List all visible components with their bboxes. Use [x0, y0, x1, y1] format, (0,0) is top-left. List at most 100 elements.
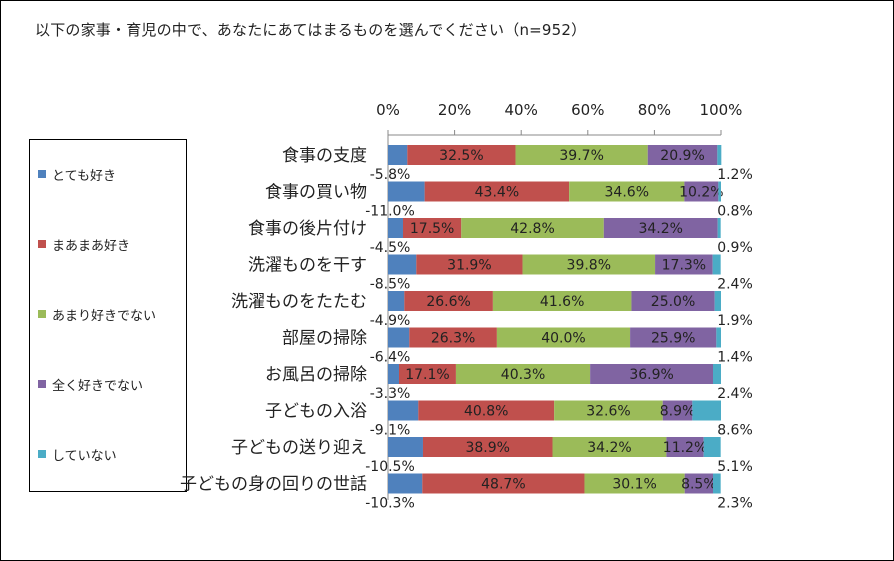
bar-segment [455, 364, 591, 384]
bar-segment [388, 181, 425, 202]
legend-item: まあまあ好き [38, 236, 130, 254]
bar-segment [422, 437, 553, 457]
data-label: 32.5% [439, 148, 483, 164]
data-label: 17.1% [405, 367, 449, 383]
data-label: -6.4% [370, 350, 411, 366]
category-label: 食事の後片付け [248, 219, 367, 239]
bar-segment [554, 400, 663, 421]
category-label: 子どもの入浴 [265, 402, 367, 422]
data-label: 1.2% [717, 167, 753, 183]
data-label: 42.8% [510, 221, 554, 237]
data-label: 43.4% [475, 185, 519, 201]
bar-segment [388, 291, 405, 311]
data-label: -8.5% [370, 277, 411, 293]
bar-segment [409, 327, 497, 348]
bar-segment [388, 218, 403, 238]
data-label: 40.3% [501, 367, 545, 383]
bar-segment [492, 291, 632, 311]
data-label: 32.6% [586, 404, 630, 420]
bar-segment [388, 437, 423, 457]
category-label: 洗濯ものをたたむ [231, 292, 367, 312]
data-label: 17.3% [662, 258, 706, 274]
bar-segment [402, 218, 462, 238]
chart-title: 以下の家事・育児の中で、あなたにあてはまるものを選んでください（n=952） [35, 21, 587, 39]
bar-segment [692, 400, 721, 421]
data-label: 8.6% [717, 423, 753, 439]
legend-item: していない [38, 446, 117, 464]
bar-segment [418, 400, 555, 421]
bar-segment [662, 400, 693, 421]
category-label: お風呂の掃除 [265, 365, 367, 385]
x-tick-label: 100% [700, 101, 743, 119]
bar-segment [684, 473, 714, 494]
data-label: -10.3% [365, 496, 415, 512]
data-label: 30.1% [612, 477, 656, 493]
data-label: 5.1% [717, 459, 753, 475]
data-label: -5.8% [370, 167, 411, 183]
bar-segment [569, 181, 685, 202]
data-label: 1.9% [717, 313, 753, 329]
data-label: -4.9% [370, 313, 411, 329]
data-label: 8.5% [681, 477, 717, 493]
data-label: -10.5% [365, 459, 415, 475]
x-tick-label: 0% [376, 101, 400, 119]
bar-segment [388, 400, 419, 421]
x-tick-label: 80% [638, 101, 671, 119]
bar-segment [388, 473, 423, 494]
bar-segment [388, 145, 408, 165]
bar-segment [552, 437, 667, 457]
data-label: 1.4% [717, 350, 753, 366]
data-label: 2.4% [717, 277, 753, 293]
bar-segment [714, 291, 721, 311]
legend-label: あまり好きでない [52, 308, 157, 324]
data-label: 34.2% [638, 221, 682, 237]
category-label: 食事の支度 [282, 146, 367, 166]
bar-segment [713, 364, 721, 384]
bar-segment [515, 145, 648, 165]
data-label: 2.4% [717, 386, 753, 402]
data-label: 34.6% [605, 185, 649, 201]
category-label: 部屋の掃除 [282, 329, 367, 349]
bar-segment [655, 254, 713, 275]
bar-segment [713, 473, 721, 494]
legend-swatch [38, 240, 46, 248]
data-label: 17.5% [410, 221, 454, 237]
bar-segment [716, 327, 721, 348]
bar-segment [630, 327, 717, 348]
data-label: 26.6% [426, 294, 470, 310]
legend-label: していない [52, 448, 117, 464]
data-label: 25.0% [651, 294, 695, 310]
data-label: 31.9% [447, 258, 491, 274]
bar-segment [666, 437, 704, 457]
data-label: 40.0% [541, 331, 585, 347]
data-label: -3.3% [370, 386, 411, 402]
bar-segment [388, 364, 399, 384]
x-tick-label: 60% [571, 101, 604, 119]
category-label: 子どもの送り迎え [231, 438, 367, 458]
bar-segment [703, 437, 721, 457]
data-label: 38.9% [465, 440, 509, 456]
data-label: 25.9% [651, 331, 695, 347]
legend-item: とても好き [38, 166, 116, 184]
bar-segment [718, 181, 721, 202]
legend-item: 全く好きでない [38, 376, 144, 394]
legend-swatch [38, 310, 46, 318]
category-label: 食事の買い物 [265, 183, 367, 203]
bar-segment [416, 254, 523, 275]
bar-segment [717, 218, 721, 238]
bar-segment [424, 181, 570, 202]
data-label: 48.7% [481, 477, 525, 493]
data-label: 36.9% [629, 367, 673, 383]
bar-segment [631, 291, 715, 311]
bar-segment [496, 327, 631, 348]
legend-swatch [38, 170, 46, 178]
data-label: 34.2% [587, 440, 631, 456]
bar-segment [522, 254, 656, 275]
bar-segment [388, 254, 417, 275]
legend: とても好き まあまあ好き あまり好きでない 全く好きでない していない [29, 139, 187, 492]
bar-segment [590, 364, 714, 384]
data-label: -9.1% [370, 423, 411, 439]
legend-label: 全く好きでない [52, 378, 144, 394]
